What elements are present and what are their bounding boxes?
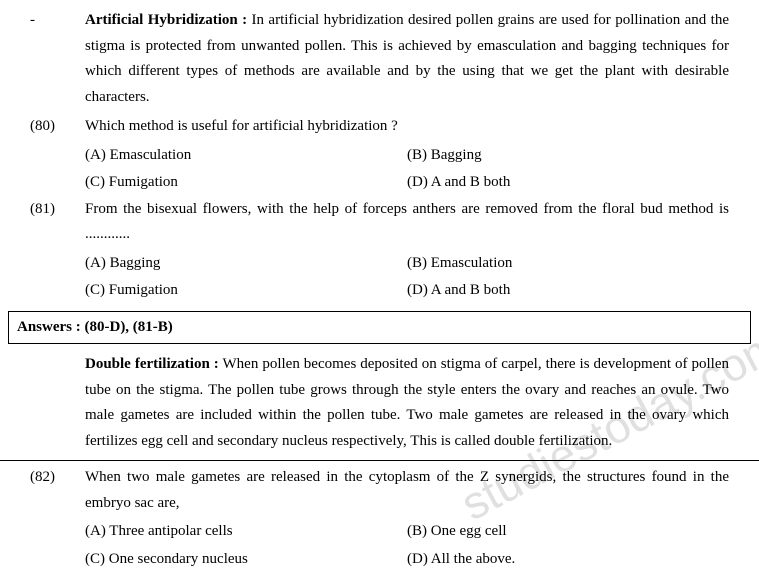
q80-opt-d: (D) A and B both [407,169,729,197]
q82-num: (82) [30,465,85,573]
q81-opt-b: (B) Emasculation [407,250,729,278]
q80-text: Which method is useful for artificial hy… [85,114,729,140]
question-82: (82) When two male gametes are released … [30,465,729,573]
separator-line [0,460,759,461]
q81-opt-d: (D) A and B both [407,277,729,305]
answers-box: Answers : (80-D), (81-B) [8,311,751,345]
intro-text: Artificial Hybridization : In artificial… [85,8,729,110]
q80-opt-a: (A) Emasculation [85,142,407,170]
intro-double-fertilization: Double fertilization : When pollen becom… [30,352,729,454]
intro-heading: Artificial Hybridization : [85,12,247,28]
q82-opt-a: (A) Three antipolar cells [85,518,407,546]
q82-opt-d: (D) All the above. [407,546,729,574]
q80-opt-c: (C) Fumigation [85,169,407,197]
q81-options: (A) Bagging (B) Emasculation (C) Fumigat… [85,250,729,305]
q80-options: (A) Emasculation (B) Bagging (C) Fumigat… [85,142,729,197]
intro-hybridization: - Artificial Hybridization : In artifici… [30,8,729,110]
question-80: (80) Which method is useful for artifici… [30,114,729,197]
intro-marker: - [30,8,85,110]
q82-opt-b: (B) One egg cell [407,518,729,546]
q81-opt-a: (A) Bagging [85,250,407,278]
intro2-marker [30,352,85,454]
q81-text: From the bisexual flowers, with the help… [85,197,729,248]
q81-num: (81) [30,197,85,305]
q80-opt-b: (B) Bagging [407,142,729,170]
q82-options: (A) Three antipolar cells (B) One egg ce… [85,518,729,573]
q82-opt-c: (C) One secondary nucleus [85,546,407,574]
intro2-text: Double fertilization : When pollen becom… [85,352,729,454]
intro2-heading: Double fertilization : [85,356,219,372]
q82-text: When two male gametes are released in th… [85,465,729,516]
q80-num: (80) [30,114,85,197]
q81-opt-c: (C) Fumigation [85,277,407,305]
question-81: (81) From the bisexual flowers, with the… [30,197,729,305]
